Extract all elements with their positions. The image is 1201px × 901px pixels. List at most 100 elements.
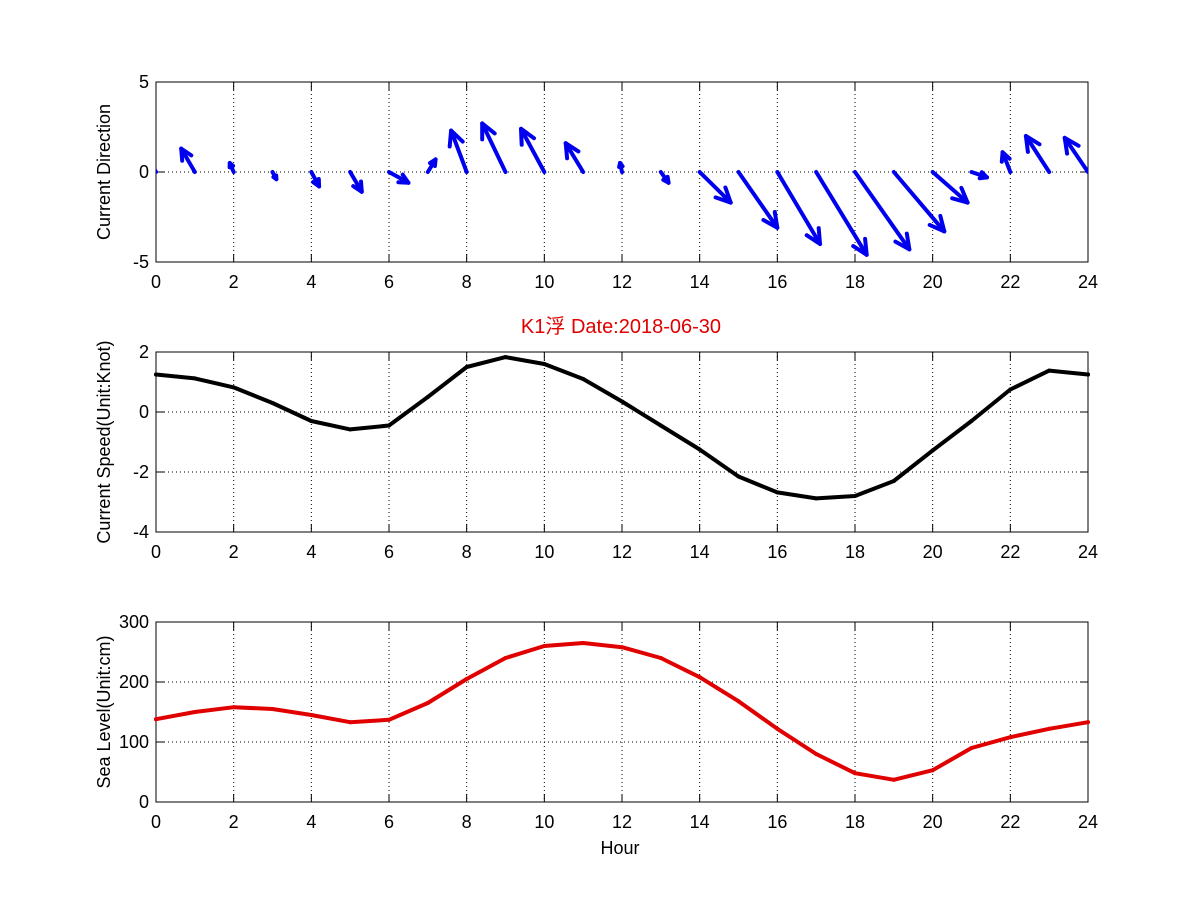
- data-point: [736, 474, 741, 479]
- arrow-head: [480, 121, 497, 142]
- arrow-shaft: [814, 170, 869, 257]
- data-point: [697, 675, 702, 680]
- data-point: [503, 656, 508, 660]
- y-tick-label: -4: [133, 522, 149, 542]
- data-point: [1086, 720, 1090, 725]
- x-tick-label: 22: [1000, 272, 1020, 292]
- arrow-shaft: [697, 170, 733, 205]
- data-point: [154, 717, 158, 722]
- arrow-head: [713, 185, 733, 205]
- current-arrow: [814, 170, 869, 257]
- x-tick-label: 18: [845, 542, 865, 562]
- y-axis-label: Sea Level(Unit:cm): [94, 635, 114, 788]
- x-tick-label: 12: [612, 812, 632, 832]
- arrow-shaft: [891, 170, 947, 234]
- data-point: [658, 423, 663, 428]
- x-axis-label: Hour: [600, 838, 639, 858]
- current-arrow: [736, 170, 780, 230]
- data-point: [1047, 726, 1052, 731]
- data-point: [503, 355, 508, 360]
- arrow-head: [977, 170, 989, 181]
- data-point: [930, 768, 935, 773]
- data-point: [1047, 368, 1052, 373]
- x-tick-label: 4: [306, 272, 316, 292]
- x-tick-label: 0: [151, 542, 161, 562]
- arrow-shaft: [853, 170, 912, 252]
- current-arrow: [1023, 134, 1052, 174]
- arrow-shaft: [930, 170, 970, 205]
- current-arrow: [348, 170, 364, 194]
- y-tick-label: 200: [119, 672, 149, 692]
- current-arrow: [519, 126, 547, 174]
- x-tick-label: 2: [229, 542, 239, 562]
- arrow-shaft: [449, 128, 469, 174]
- current-arrow: [1062, 135, 1088, 174]
- arrow-head: [893, 231, 912, 252]
- data-point: [775, 726, 780, 731]
- data-point: [814, 752, 819, 756]
- current-arrow: [425, 157, 438, 174]
- data-point: [154, 372, 158, 377]
- data-point: [620, 645, 624, 650]
- data-point: [775, 490, 780, 495]
- y-tick-label: 0: [139, 162, 149, 182]
- data-point: [581, 377, 586, 381]
- arrow-head: [179, 146, 194, 163]
- data-point: [1008, 387, 1013, 392]
- arrow-shaft: [480, 121, 508, 174]
- arrow-head: [563, 141, 581, 161]
- chart-title: K1浮 Date:2018-06-30: [521, 315, 721, 338]
- arrow-head: [851, 236, 869, 257]
- x-tick-label: 0: [151, 272, 161, 292]
- y-tick-label: -2: [133, 462, 149, 482]
- current-arrow: [891, 170, 947, 234]
- x-tick-label: 4: [306, 542, 316, 562]
- x-tick-label: 10: [534, 542, 554, 562]
- x-tick-label: 24: [1078, 272, 1098, 292]
- x-tick-label: 20: [923, 272, 943, 292]
- y-tick-label: 0: [139, 792, 149, 812]
- data-point: [853, 494, 857, 498]
- x-tick-label: 8: [462, 542, 472, 562]
- data-point: [192, 710, 197, 714]
- x-tick-label: 6: [384, 812, 394, 832]
- current-arrow: [853, 170, 912, 252]
- arrow-head: [428, 157, 438, 168]
- data-point: [231, 385, 236, 390]
- x-tick-label: 4: [306, 812, 316, 832]
- x-tick-label: 22: [1000, 542, 1020, 562]
- current-arrow: [309, 170, 322, 189]
- x-tick-label: 8: [462, 272, 472, 292]
- x-tick-label: 2: [229, 272, 239, 292]
- data-point: [581, 641, 586, 645]
- y-tick-label: 300: [119, 612, 149, 632]
- arrow-head: [927, 213, 947, 234]
- arrow-head: [271, 173, 279, 182]
- current-arrow: [270, 170, 279, 182]
- arrow-head: [227, 161, 236, 170]
- data-point: [542, 644, 547, 648]
- data-point: [309, 419, 314, 423]
- data-point: [620, 399, 624, 404]
- x-tick-label: 16: [767, 272, 787, 292]
- data-point: [930, 448, 935, 453]
- x-tick-label: 24: [1078, 542, 1098, 562]
- x-tick-label: 18: [845, 812, 865, 832]
- data-point: [425, 395, 430, 399]
- arrow-head: [661, 174, 671, 185]
- x-tick-label: 12: [612, 542, 632, 562]
- data-point: [891, 777, 896, 782]
- x-tick-label: 8: [462, 812, 472, 832]
- current-arrow: [697, 170, 733, 205]
- arrow-head: [396, 172, 411, 185]
- arrow-head: [999, 150, 1012, 164]
- data-point: [387, 423, 391, 428]
- x-tick-label: 16: [767, 542, 787, 562]
- arrow-head: [617, 161, 625, 169]
- data-point: [1008, 735, 1013, 740]
- x-tick-label: 12: [612, 272, 632, 292]
- x-tick-label: 6: [384, 542, 394, 562]
- y-tick-label: 2: [139, 342, 149, 362]
- arrow-head: [1062, 135, 1081, 156]
